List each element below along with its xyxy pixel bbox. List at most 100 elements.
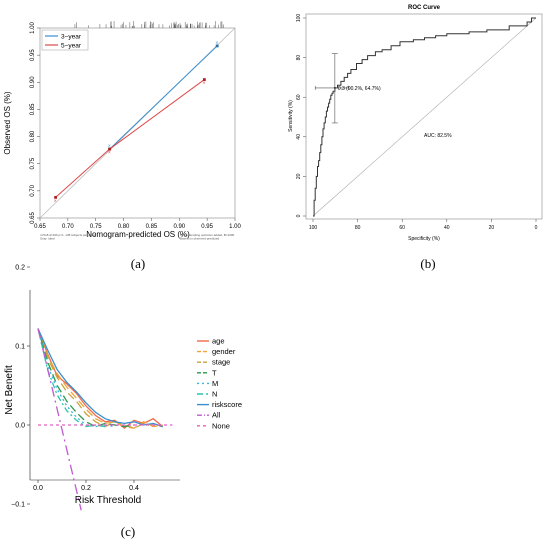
roc-y-tick-label: 60 <box>296 94 302 100</box>
calibration-point <box>215 44 219 48</box>
roc-x-tick-label: 100 <box>309 225 318 231</box>
calibration-y-tick-label: 0.65 <box>30 212 36 224</box>
legend-age-label: age <box>212 337 225 346</box>
calibration-x-tick-label: 1.00 <box>229 224 241 230</box>
calibration-x-tick-label: 0.65 <box>34 224 46 230</box>
dca-line-m <box>37 328 115 428</box>
roc-y-ticks: 0 20 40 60 80 100 <box>296 14 306 217</box>
calibration-point-marker: × <box>108 144 111 150</box>
legend-n-label: N <box>212 390 217 399</box>
dca-x-tick-label: 0.0 <box>33 485 43 492</box>
calibration-point-marker: × <box>54 198 57 204</box>
roc-curve <box>313 17 536 217</box>
roc-y-tick-label: 100 <box>296 14 302 23</box>
legend-none-label: None <box>212 421 230 430</box>
legend-stage-label: stage <box>212 358 230 367</box>
roc-y-tick-label: 80 <box>296 55 302 61</box>
dca-y-ticks: −0.1 0.0 0.1 0.2 <box>11 265 30 509</box>
roc-threshold-label: 0.3 (90.2%, 64.7%) <box>338 86 381 92</box>
dca-y-tick-label: 0.1 <box>15 344 25 351</box>
calibration-rug <box>74 21 224 28</box>
roc-x-tick-label: 60 <box>399 225 405 231</box>
calibration-x-tick-label: 0.95 <box>201 224 213 230</box>
dca-y-tick-label: −0.1 <box>11 502 25 509</box>
calibration-point-marker: × <box>203 81 206 87</box>
dca-x-tick-label: 0.2 <box>81 485 91 492</box>
calibration-point <box>108 147 112 151</box>
calibration-y-tick-label: 0.85 <box>30 103 36 115</box>
roc-diagonal <box>312 17 537 217</box>
calibration-x-tick-label: 0.80 <box>118 224 130 230</box>
dca-series <box>37 328 173 511</box>
calibration-line-5-year <box>55 79 205 198</box>
roc-plot-border <box>305 13 543 220</box>
calibration-y-tick-label: 0.80 <box>30 130 36 142</box>
dca-line-gender <box>37 328 163 429</box>
roc-x-tick-label: 20 <box>489 225 495 231</box>
calibration-y-tick-label: 1.00 <box>30 22 36 34</box>
calibration-plot: 0.65 0.70 0.75 0.80 0.85 0.90 0.95 1.00 0.65 0.7… <box>3 21 241 271</box>
dca-line-age <box>37 328 164 430</box>
roc-y-tick-label: 20 <box>296 173 302 179</box>
legend-gender-label: gender <box>212 347 236 356</box>
calibration-y-axis-label: Observed OS (%) <box>3 91 12 154</box>
calibration-legend: 3−year 5−year <box>41 29 89 51</box>
calibration-footnote-right: X − resampling optimism added, B=1000 Bas… <box>180 233 235 241</box>
calibration-y-tick-label: 0.70 <box>30 184 36 196</box>
calibration-x-tick-label: 0.70 <box>62 224 74 230</box>
legend-t-label: T <box>212 368 217 377</box>
calibration-footnote-right-line: Based on observed-predicted <box>180 237 220 241</box>
dca-line-stage <box>37 328 163 429</box>
calibration-y-tick-label: 0.75 <box>30 157 36 169</box>
dca-y-axis-label: Net Benefit <box>4 365 15 415</box>
roc-x-tick-label: 0 <box>535 225 538 231</box>
roc-x-ticks: 100 80 60 40 20 0 <box>309 219 538 231</box>
calibration-line-3-year <box>109 45 218 150</box>
calibration-plot-area <box>39 27 236 219</box>
dca-x-axis-label: Risk Threshold <box>75 495 142 506</box>
calibration-point <box>54 195 57 199</box>
dca-y-tick-label: 0.2 <box>15 265 25 272</box>
dca-x-ticks: 0.0 0.2 0.4 <box>33 480 139 492</box>
calibration-series: ××××× <box>54 40 219 204</box>
roc-auc-label: AUC: 82.5% <box>424 133 452 139</box>
calibration-y-ticks: 0.65 0.70 0.75 0.80 0.85 0.90 0.95 1.00 <box>30 22 40 224</box>
calibration-x-tick-label: 0.85 <box>146 224 158 230</box>
panel-label-c: (c) <box>121 524 135 539</box>
legend-m-label: M <box>212 379 218 388</box>
panel-label-b: (b) <box>420 256 435 271</box>
legend-5-year-label: 5−year <box>61 43 82 50</box>
roc-x-tick-label: 80 <box>355 225 361 231</box>
roc-y-tick-label: 40 <box>296 134 302 140</box>
calibration-x-tick-label: 0.90 <box>173 224 185 230</box>
roc-threshold-ci <box>314 53 349 124</box>
dca-line-t <box>37 328 135 428</box>
legend-all-label: All <box>212 411 221 420</box>
calibration-point-marker: × <box>215 40 218 46</box>
panel-label-a: (a) <box>131 256 145 271</box>
calibration-point-marker: × <box>108 150 111 156</box>
legend-3-year-label: 3−year <box>61 34 82 41</box>
calibration-x-axis-label: Nomogram-predicted OS (%) <box>86 230 190 239</box>
roc-x-axis-label: Specificity (%) <box>408 236 440 242</box>
roc-x-tick-label: 40 <box>444 225 450 231</box>
dca-y-tick-label: 0.0 <box>15 423 25 430</box>
calibration-y-tick-label: 0.95 <box>30 49 36 61</box>
calibration-footnote-left-line: n=518 d=106 p=1, 138 subjects per group <box>40 233 96 237</box>
calibration-x-tick-label: 0.75 <box>90 224 102 230</box>
roc-y-tick-label: 0 <box>296 214 302 217</box>
calibration-point <box>202 78 206 81</box>
calibration-x-ticks: 0.65 0.70 0.75 0.80 0.85 0.90 0.95 1.00 <box>34 218 241 230</box>
calibration-y-tick-label: 0.90 <box>30 76 36 88</box>
calibration-footnote-left-line: Gray: ideal <box>40 237 55 241</box>
roc-plot: ROC Curve 100 80 60 40 20 0 0 20 40 60 80 100 0.3 … <box>288 5 543 271</box>
legend-riskscore-label: riskscore <box>212 400 242 409</box>
roc-title: ROC Curve <box>408 5 441 11</box>
calibration-footnote-right-line: X − resampling optimism added, B=1000 <box>180 233 235 237</box>
dca-line-all <box>37 328 82 511</box>
dca-x-tick-label: 0.4 <box>129 485 139 492</box>
roc-y-axis-label: Sensitivity (%) <box>288 100 294 132</box>
